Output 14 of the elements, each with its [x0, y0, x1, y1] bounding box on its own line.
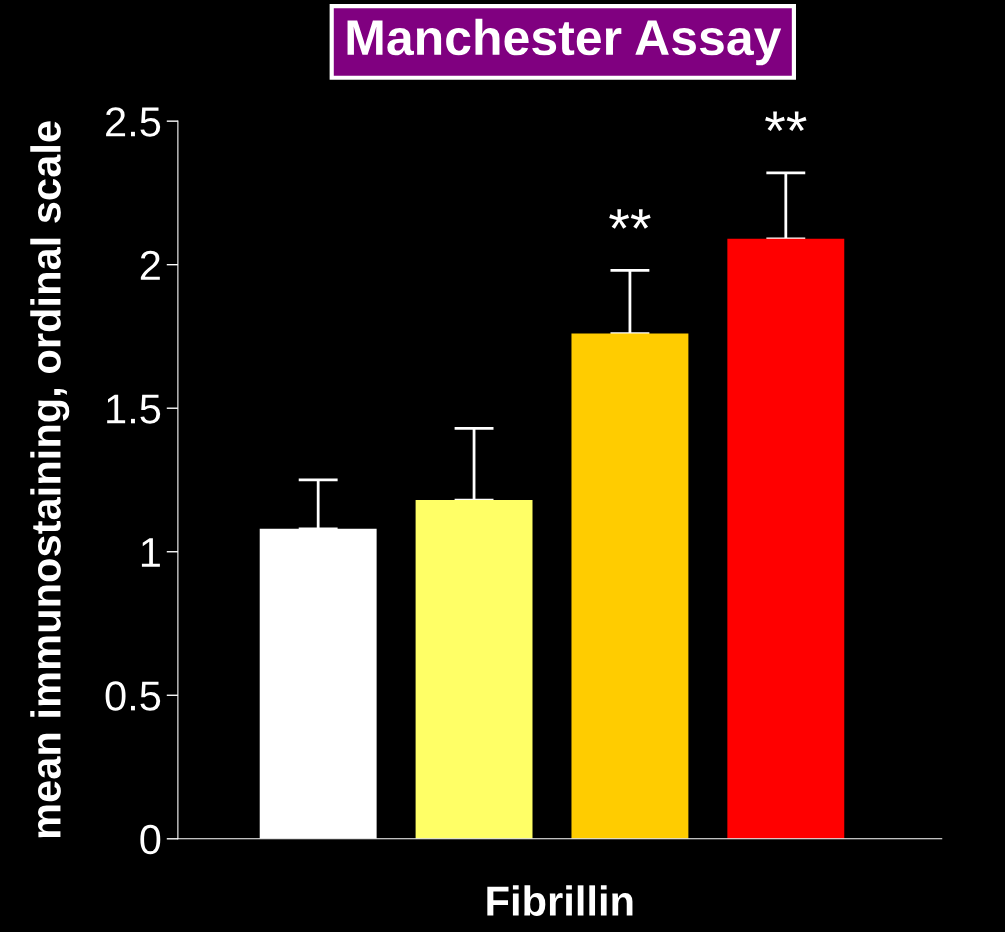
y-axis-title: mean immunostaining, ordinal scale: [30, 121, 70, 838]
bar: [415, 500, 533, 839]
y-tick-label: 0: [140, 824, 161, 855]
data-label: **: [765, 111, 807, 132]
data-label: **: [609, 209, 651, 229]
bar: [727, 238, 845, 839]
y-tick-label: 0.5: [105, 681, 161, 711]
y-tick-label: 2: [140, 250, 160, 280]
bar: [571, 333, 689, 839]
x-axis-title: Fibrillin: [487, 885, 633, 916]
y-tick-label: 2.5: [106, 107, 161, 137]
y-tick-label: 1: [141, 538, 160, 567]
chart-title: Manchester Assay: [347, 18, 782, 66]
y-tick-label: 1.5: [107, 394, 161, 424]
